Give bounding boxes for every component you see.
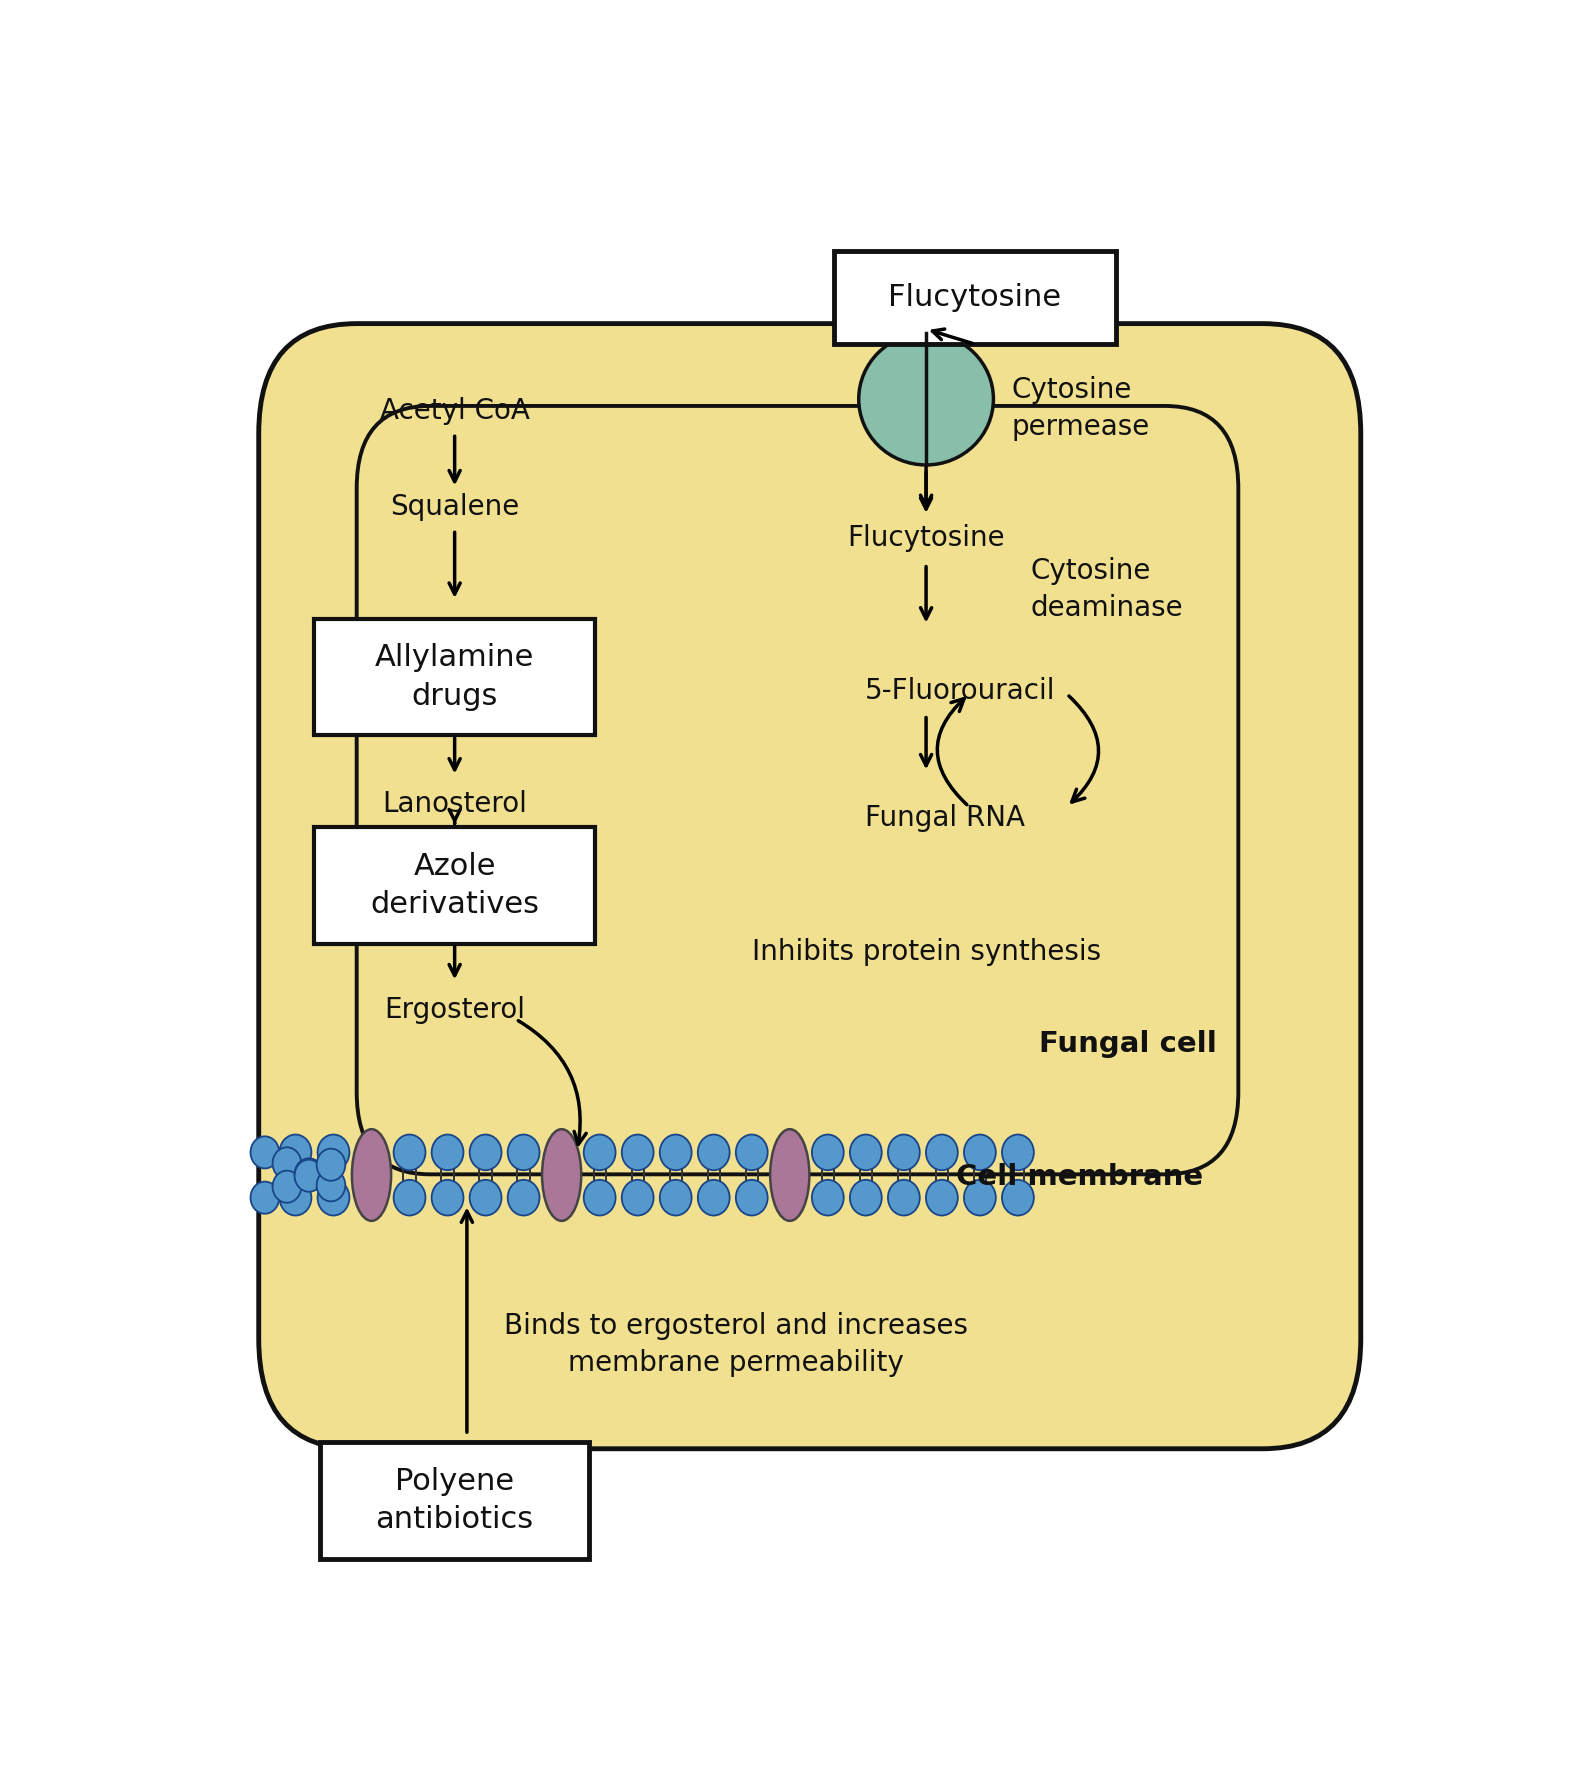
FancyBboxPatch shape: [834, 251, 1115, 344]
Circle shape: [507, 1135, 539, 1171]
Circle shape: [583, 1135, 616, 1171]
Circle shape: [469, 1180, 501, 1215]
Text: Cytosine
deaminase: Cytosine deaminase: [1030, 558, 1183, 622]
Circle shape: [623, 1135, 654, 1171]
Circle shape: [280, 1135, 311, 1171]
FancyBboxPatch shape: [357, 406, 1239, 1174]
Circle shape: [294, 1158, 324, 1190]
Circle shape: [850, 1135, 882, 1171]
Ellipse shape: [542, 1130, 581, 1221]
Text: Lanosterol: Lanosterol: [382, 789, 528, 818]
Circle shape: [251, 1137, 280, 1169]
Circle shape: [698, 1135, 730, 1171]
Circle shape: [623, 1180, 654, 1215]
Circle shape: [1002, 1180, 1033, 1215]
Text: Allylamine
drugs: Allylamine drugs: [374, 643, 534, 711]
Circle shape: [273, 1171, 302, 1203]
Circle shape: [964, 1180, 995, 1215]
Circle shape: [251, 1181, 280, 1214]
Circle shape: [698, 1180, 730, 1215]
FancyBboxPatch shape: [319, 1442, 589, 1559]
Circle shape: [926, 1135, 957, 1171]
FancyBboxPatch shape: [314, 618, 596, 736]
Circle shape: [888, 1135, 920, 1171]
Circle shape: [393, 1135, 425, 1171]
Circle shape: [431, 1180, 463, 1215]
Circle shape: [316, 1169, 346, 1201]
Circle shape: [273, 1148, 302, 1180]
FancyArrowPatch shape: [1070, 697, 1098, 802]
Circle shape: [736, 1135, 768, 1171]
Circle shape: [660, 1180, 692, 1215]
Circle shape: [431, 1135, 463, 1171]
Ellipse shape: [860, 333, 994, 465]
FancyBboxPatch shape: [259, 324, 1360, 1449]
Circle shape: [507, 1180, 539, 1215]
Circle shape: [583, 1180, 616, 1215]
Text: Binds to ergosterol and increases
membrane permeability: Binds to ergosterol and increases membra…: [504, 1312, 969, 1377]
Ellipse shape: [352, 1130, 392, 1221]
Text: Flucytosine: Flucytosine: [847, 524, 1005, 552]
FancyArrowPatch shape: [518, 1021, 586, 1144]
Circle shape: [812, 1135, 844, 1171]
Circle shape: [660, 1135, 692, 1171]
Circle shape: [393, 1180, 425, 1215]
Circle shape: [294, 1160, 324, 1192]
Circle shape: [964, 1135, 995, 1171]
Text: Ergosterol: Ergosterol: [384, 996, 525, 1023]
Text: Squalene: Squalene: [390, 494, 520, 522]
FancyBboxPatch shape: [314, 827, 596, 944]
Text: Flucytosine: Flucytosine: [888, 283, 1062, 312]
Circle shape: [850, 1180, 882, 1215]
Circle shape: [736, 1180, 768, 1215]
Text: Inhibits protein synthesis: Inhibits protein synthesis: [752, 937, 1101, 966]
Text: 5-Fluorouracil: 5-Fluorouracil: [864, 677, 1055, 706]
Text: Acetyl CoA: Acetyl CoA: [379, 397, 529, 426]
Circle shape: [469, 1135, 501, 1171]
Circle shape: [280, 1180, 311, 1215]
Circle shape: [888, 1180, 920, 1215]
Circle shape: [318, 1180, 349, 1215]
Text: Azole
derivatives: Azole derivatives: [370, 852, 539, 920]
Circle shape: [926, 1180, 957, 1215]
Text: Fungal RNA: Fungal RNA: [864, 804, 1025, 832]
Text: Cytosine
permease: Cytosine permease: [1011, 376, 1150, 442]
FancyArrowPatch shape: [937, 699, 967, 805]
Text: Fungal cell: Fungal cell: [1040, 1030, 1217, 1059]
Text: Cell membrane: Cell membrane: [956, 1164, 1202, 1190]
Text: Polyene
antibiotics: Polyene antibiotics: [376, 1467, 534, 1534]
Circle shape: [1002, 1135, 1033, 1171]
Circle shape: [812, 1180, 844, 1215]
Circle shape: [316, 1149, 346, 1181]
Ellipse shape: [769, 1130, 809, 1221]
Circle shape: [318, 1135, 349, 1171]
